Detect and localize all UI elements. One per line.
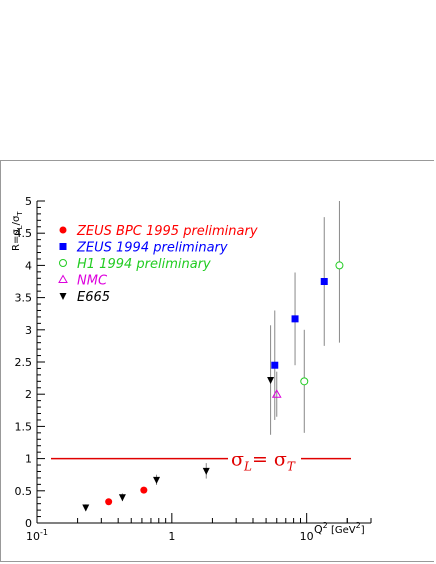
data-point (140, 486, 148, 494)
data-point (153, 476, 161, 484)
x-tick-label: 1 (168, 530, 175, 543)
legend-label: ZEUS 1994 preliminary (76, 241, 228, 256)
y-tick-label: 4 (25, 259, 32, 272)
plot-frame: 0 0.5 1 1.5 2 2.5 3 3.5 4 4.5 5 10-1 1 10 Q2 [GeV2] R=σ… (0, 160, 434, 562)
x-axis-label: Q2 [GeV2] (314, 521, 365, 536)
data-point (300, 377, 309, 386)
y-tick-label: 4.5 (15, 227, 33, 240)
y-tick-label: 0.5 (15, 485, 33, 498)
reference-line-label: σL= σT (231, 449, 296, 474)
legend-label: ZEUS BPC 1995 preliminary (76, 224, 258, 239)
series-4 (82, 325, 275, 512)
legend: ZEUS BPC 1995 preliminary ZEUS 1994 preli… (58, 224, 258, 305)
y-tick-label: 2 (25, 388, 32, 401)
x-tick-label: 10 (300, 530, 314, 543)
legend-marker (59, 226, 67, 234)
series-1 (271, 217, 328, 420)
legend-label: E665 (77, 290, 110, 305)
y-tick-label: 2.5 (15, 356, 33, 369)
data-point (267, 377, 275, 385)
series-2 (300, 201, 344, 433)
data-point (291, 315, 299, 323)
data-point (271, 389, 282, 398)
y-tick-label: 0 (25, 517, 32, 530)
legend-marker (59, 259, 67, 267)
legend-label: NMC (77, 274, 108, 289)
data-point (335, 261, 344, 270)
data-point (118, 494, 126, 502)
legend-marker (59, 243, 67, 250)
reference-line: σL= σT (51, 449, 351, 474)
legend-marker (59, 293, 67, 300)
data-point (105, 498, 113, 506)
y-tick-label: 5 (25, 195, 32, 208)
y-tick-label: 1.5 (15, 420, 33, 433)
y-tick-label: 3.5 (15, 292, 33, 305)
legend-marker (58, 274, 68, 283)
data-point (202, 467, 210, 475)
x-tick-label: 10-1 (26, 528, 48, 543)
legend-label: H1 1994 preliminary (77, 257, 211, 272)
data-point (271, 361, 279, 369)
data-marks (82, 201, 344, 512)
series-3 (271, 371, 282, 417)
y-axis-label: R=σL/σT (11, 211, 24, 251)
series-0 (105, 486, 148, 506)
data-point (320, 278, 328, 285)
data-point (82, 504, 90, 512)
y-tick-label: 3 (25, 324, 32, 337)
y-tick-label: 1 (25, 453, 32, 466)
